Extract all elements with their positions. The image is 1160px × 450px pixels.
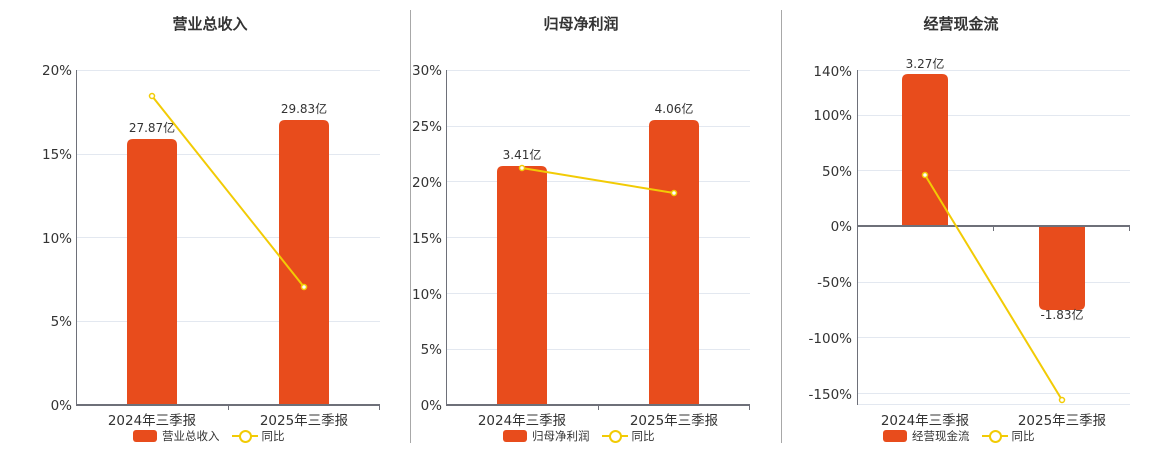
legend-bar-swatch[interactable] xyxy=(883,430,907,442)
legend-net-profit: 归母净利润 同比 xyxy=(503,428,655,444)
chart-title-revenue: 营业总收入 xyxy=(172,15,248,33)
yoy-point[interactable] xyxy=(148,92,156,100)
svg-text:-100%: -100% xyxy=(809,331,853,347)
bar-2024[interactable] xyxy=(902,74,948,226)
legend-bar-label[interactable]: 营业总收入 xyxy=(162,429,220,443)
bar-2025[interactable] xyxy=(279,120,329,405)
bar-2024[interactable] xyxy=(497,166,547,405)
legend-bar-swatch[interactable] xyxy=(133,430,157,442)
legend-line-circle-icon[interactable] xyxy=(231,429,258,443)
yoy-point[interactable] xyxy=(921,171,929,179)
legend-line-label[interactable]: 同比 xyxy=(261,429,285,443)
svg-text:5%: 5% xyxy=(421,342,443,358)
chart-title-cashflow: 经营现金流 xyxy=(923,15,999,33)
svg-text:-50%: -50% xyxy=(817,275,852,291)
svg-text:20%: 20% xyxy=(412,175,442,191)
bar-value-label: 29.83亿 xyxy=(281,101,327,116)
svg-text:0%: 0% xyxy=(831,219,853,235)
bar-2024[interactable] xyxy=(127,139,177,405)
svg-text:30%: 30% xyxy=(412,63,442,79)
yoy-point[interactable] xyxy=(670,189,678,197)
x-axis-label: 2025年三季报 xyxy=(630,413,718,429)
yoy-point[interactable] xyxy=(1058,396,1066,404)
legend-cashflow: 经营现金流 同比 xyxy=(883,428,1035,444)
panel-divider xyxy=(410,10,411,443)
bar-2025[interactable] xyxy=(1039,226,1085,310)
yoy-point[interactable] xyxy=(300,283,308,291)
x-axis-ticks xyxy=(993,226,1130,231)
svg-text:5%: 5% xyxy=(51,314,73,330)
x-axis-label: 2025年三季报 xyxy=(260,413,348,429)
bar-value-label: 3.27亿 xyxy=(906,56,945,71)
legend-line-circle-icon[interactable] xyxy=(601,429,628,443)
legend-bar-label[interactable]: 经营现金流 xyxy=(912,429,970,443)
bar-value-label: -1.83亿 xyxy=(1040,307,1083,322)
yoy-point[interactable] xyxy=(518,164,526,172)
y-axis-labels: 140% 100% 50% 0% -50% -100% -150% xyxy=(809,64,853,403)
legend-line-label[interactable]: 同比 xyxy=(631,429,655,443)
legend-line-label[interactable]: 同比 xyxy=(1011,429,1035,443)
svg-text:15%: 15% xyxy=(412,231,442,247)
yoy-line xyxy=(521,167,675,194)
legend-bar-label[interactable]: 归母净利润 xyxy=(532,429,590,443)
y-axis-labels: 20% 15% 10% 5% 0% xyxy=(42,63,72,414)
x-axis-ticks xyxy=(228,405,380,410)
svg-text:10%: 10% xyxy=(412,287,442,303)
legend-line-circle-icon[interactable] xyxy=(981,429,1008,443)
x-axis-label: 2024年三季报 xyxy=(478,413,566,429)
x-axis-ticks xyxy=(598,405,750,410)
bar-value-label: 4.06亿 xyxy=(655,101,694,116)
y-axis-labels: 30% 25% 20% 15% 10% 5% 0% xyxy=(412,63,442,414)
svg-text:25%: 25% xyxy=(412,119,442,135)
svg-text:0%: 0% xyxy=(421,398,443,414)
legend-bar-swatch[interactable] xyxy=(503,430,527,442)
svg-text:140%: 140% xyxy=(813,64,852,80)
svg-text:50%: 50% xyxy=(822,164,852,180)
svg-text:20%: 20% xyxy=(42,63,72,79)
svg-text:-150%: -150% xyxy=(809,387,853,403)
svg-text:0%: 0% xyxy=(51,398,73,414)
svg-text:100%: 100% xyxy=(813,108,852,124)
bar-value-label: 27.87亿 xyxy=(129,120,175,135)
grid-lines xyxy=(858,70,1130,405)
x-axis-label: 2024年三季报 xyxy=(108,413,196,429)
yoy-line xyxy=(924,174,1063,401)
x-axis-label: 2024年三季报 xyxy=(881,413,969,429)
yoy-line xyxy=(151,95,305,288)
svg-text:10%: 10% xyxy=(42,231,72,247)
x-axis-label: 2025年三季报 xyxy=(1018,413,1106,429)
svg-text:15%: 15% xyxy=(42,147,72,163)
panel-divider xyxy=(781,10,782,443)
legend-revenue: 营业总收入 同比 xyxy=(133,428,285,444)
chart-title-net-profit: 归母净利润 xyxy=(543,15,619,33)
bar-value-label: 3.41亿 xyxy=(503,147,542,162)
